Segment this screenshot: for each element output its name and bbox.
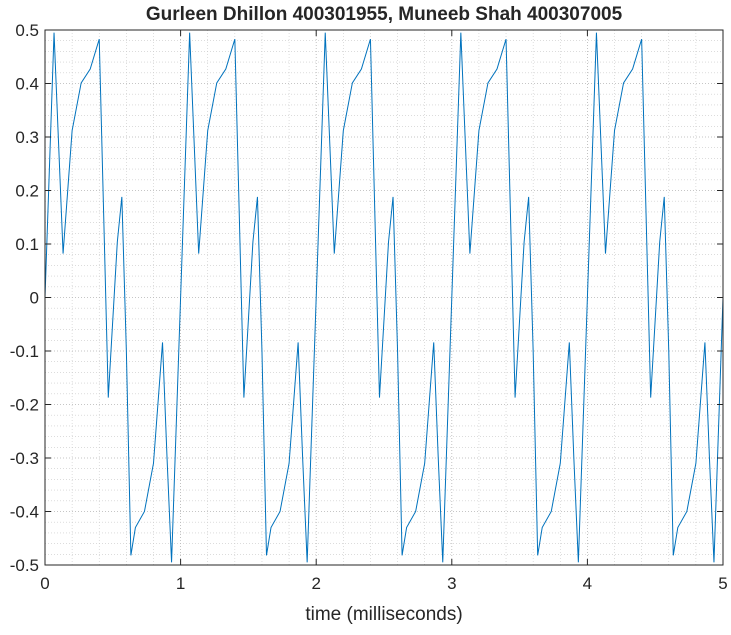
tick-marks (44, 29, 724, 566)
y-tick-label: -0.4 (10, 503, 39, 522)
y-tick-label: 0.1 (15, 235, 39, 254)
series-layer (44, 32, 724, 563)
y-tick-label: -0.3 (10, 449, 39, 468)
x-axis-label: time (milliseconds) (305, 604, 462, 625)
x-tick-label: 5 (718, 574, 727, 593)
y-tick-label: 0.3 (15, 128, 39, 147)
chart-title: Gurleen Dhillon 400301955, Muneeb Shah 4… (146, 4, 623, 25)
x-tick-label: 4 (583, 574, 592, 593)
y-tick-label: -0.5 (10, 556, 39, 575)
y-tick-label: 0 (30, 289, 39, 308)
minor-grid (45, 30, 723, 565)
series-line (44, 32, 724, 563)
x-tick-label: 1 (176, 574, 185, 593)
y-tick-label: -0.2 (10, 396, 39, 415)
y-tick-label: -0.1 (10, 342, 39, 361)
x-tick-label: 0 (40, 574, 49, 593)
y-tick-label: 0.2 (15, 182, 39, 201)
x-tick-labels: 0 1 2 3 4 5 (40, 574, 727, 593)
y-tick-label: 0.4 (15, 75, 39, 94)
x-tick-label: 3 (447, 574, 456, 593)
y-tick-label: 0.5 (15, 21, 39, 40)
x-tick-label: 2 (311, 574, 320, 593)
y-tick-labels: 0.5 0.4 0.3 0.2 0.1 0 -0.1 -0.2 -0.3 -0.4 -0.5 (10, 21, 39, 575)
